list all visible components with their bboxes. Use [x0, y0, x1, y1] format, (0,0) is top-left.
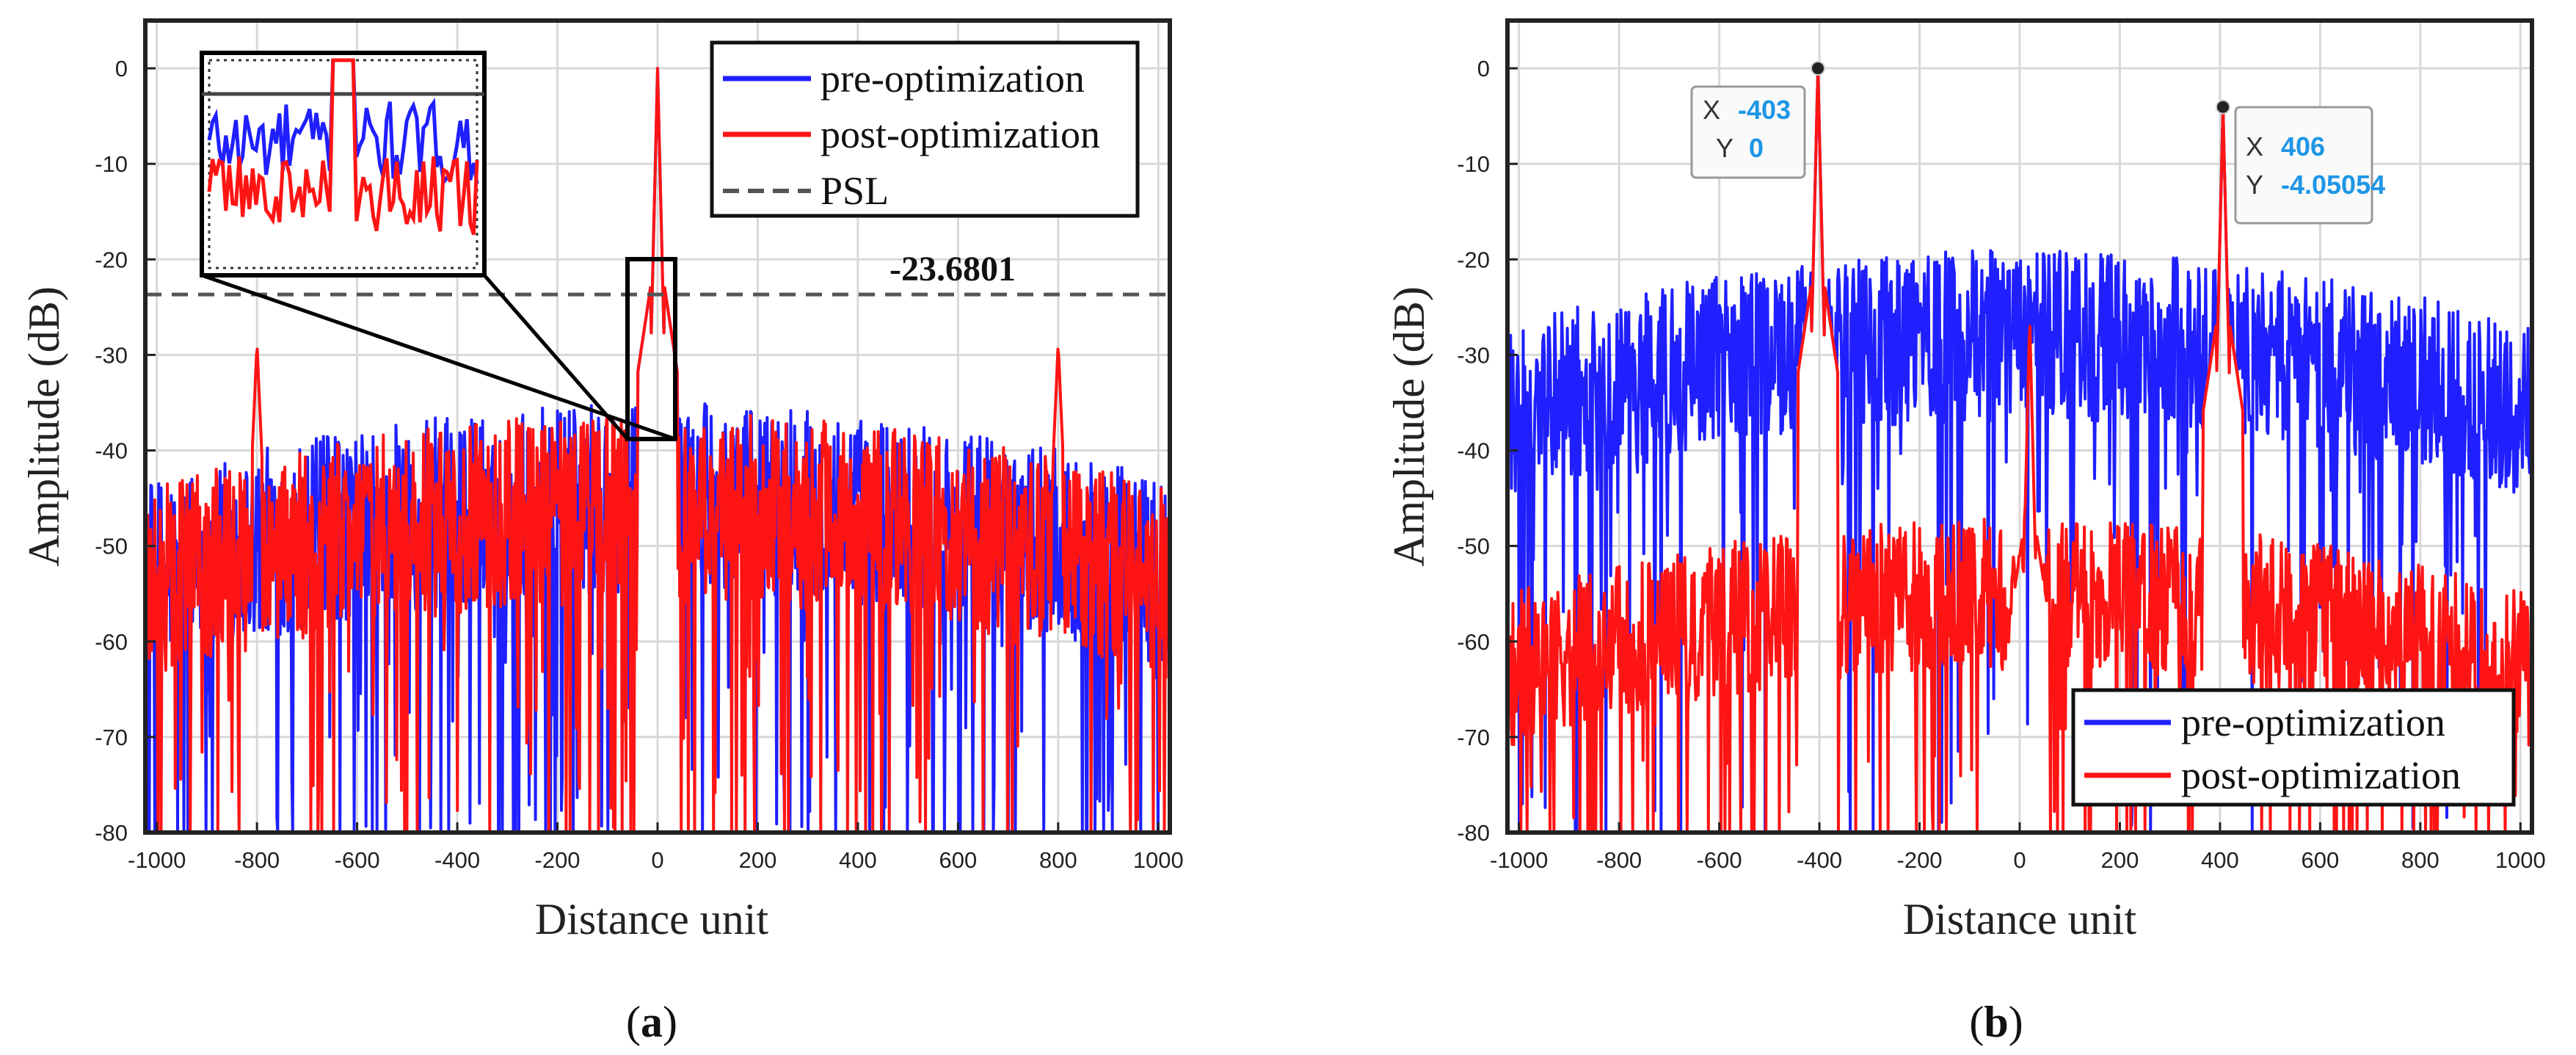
y-tick-label: -40	[1457, 438, 1490, 464]
datatip-1[interactable]: X -403 Y 0	[1690, 61, 1826, 179]
x-tick-label: -600	[1697, 847, 1742, 873]
chart-b-ticks: -1000 -800 -600 -400 -200 0 200 400 600 800 10000-…	[1457, 56, 2546, 873]
y-tick-label: -40	[95, 438, 128, 464]
datatip-1-y: 0	[1749, 133, 1764, 163]
inset-plot	[200, 51, 487, 278]
y-tick-label: -80	[95, 820, 128, 846]
x-tick-label: -400	[1797, 847, 1842, 873]
x-tick-label: -1000	[1490, 847, 1548, 873]
x-tick-label: 200	[2101, 847, 2139, 873]
chart-a-series	[144, 67, 1171, 834]
x-tick-label: 0	[2013, 847, 2026, 873]
x-tick-label: -600	[335, 847, 380, 873]
x-tick-label: -1000	[128, 847, 186, 873]
x-tick-label: 800	[2401, 847, 2439, 873]
datatip-2[interactable]: X 406 Y -4.05054	[2216, 99, 2385, 225]
y-tick-label: -60	[1457, 629, 1490, 655]
x-tick-label: 400	[839, 847, 877, 873]
chart-a-legend: pre-optimization post-optimization PSL	[710, 40, 1140, 218]
y-tick-label: -30	[95, 342, 128, 368]
x-tick-label: 400	[2201, 847, 2239, 873]
svg-text:Y: Y	[1716, 133, 1733, 163]
x-tick-label: 1000	[2495, 847, 2546, 873]
zoom-connector	[483, 274, 629, 441]
x-tick-label: 600	[2302, 847, 2340, 873]
datatip-2-x: 406	[2281, 131, 2325, 162]
zoom-connector	[201, 273, 676, 441]
x-tick-label: -400	[434, 847, 480, 873]
y-tick-label: 0	[1477, 56, 1490, 81]
x-tick-label: 0	[651, 847, 663, 873]
y-tick-label: 0	[115, 56, 128, 81]
datatip-2-marker	[2216, 99, 2231, 115]
psl-annotation: -23.6801	[889, 250, 1016, 289]
y-tick-label: -70	[95, 725, 128, 750]
svg-text:X: X	[2246, 131, 2263, 162]
chart-b: -1000 -800 -600 -400 -200 0 200 400 600 800 10000-…	[1385, 18, 2546, 1046]
chart-b-xlabel: Distance unit	[1903, 895, 2137, 943]
y-tick-label: -50	[95, 534, 128, 559]
chart-b-legend: pre-optimization post-optimization	[2071, 688, 2516, 807]
y-tick-label: -60	[95, 629, 128, 655]
svg-text:X: X	[1703, 95, 1720, 125]
x-tick-label: -200	[535, 847, 581, 873]
x-tick-label: -200	[1897, 847, 1943, 873]
legend-label-post: post-optimization	[821, 112, 1100, 156]
series-line-post	[144, 67, 1171, 834]
legend-label-psl: PSL	[821, 169, 889, 213]
chart-a: -23.6801 -1000 -800 -600 -400 -200 0 200 400 600…	[20, 18, 1184, 1046]
y-tick-label: -50	[1457, 534, 1490, 559]
y-tick-label: -30	[1457, 342, 1490, 368]
zoom-box	[625, 257, 677, 441]
caption-a: (a)	[626, 998, 677, 1046]
y-tick-label: -70	[1457, 725, 1490, 750]
y-tick-label: -10	[1457, 151, 1490, 177]
y-tick-label: -20	[1457, 247, 1490, 272]
legend-label-pre: pre-optimization	[821, 57, 1085, 101]
chart-b-ylabel: Amplitude (dB)	[1385, 286, 1433, 567]
x-tick-label: 1000	[1133, 847, 1184, 873]
x-tick-label: 200	[739, 847, 777, 873]
datatip-2-y: -4.05054	[2281, 170, 2385, 200]
x-tick-label: -800	[234, 847, 280, 873]
y-tick-label: -10	[95, 151, 128, 177]
inset-series-line	[207, 58, 479, 236]
svg-text:Y: Y	[2246, 170, 2263, 200]
datatip-1-x: -403	[1738, 95, 1791, 125]
x-tick-label: 800	[1039, 847, 1077, 873]
chart-a-ticks: -1000 -800 -600 -400 -200 0 200 400 600 800 1000 0 -…	[95, 56, 1184, 873]
legend-label-post: post-optimization	[2181, 753, 2461, 797]
chart-b-series	[1506, 68, 2533, 834]
series-line-post	[1506, 68, 2533, 834]
legend-label-pre: pre-optimization	[2181, 700, 2445, 744]
datatip-1-marker	[1811, 61, 1826, 76]
x-tick-label: 600	[939, 847, 978, 873]
chart-a-ylabel: Amplitude (dB)	[20, 286, 68, 567]
series-line-pre	[1506, 68, 2533, 834]
y-tick-label: -20	[95, 247, 128, 272]
chart-a-xlabel: Distance unit	[535, 895, 769, 943]
y-tick-label: -80	[1457, 820, 1490, 846]
caption-b: (b)	[1969, 998, 2023, 1046]
x-tick-label: -800	[1596, 847, 1642, 873]
